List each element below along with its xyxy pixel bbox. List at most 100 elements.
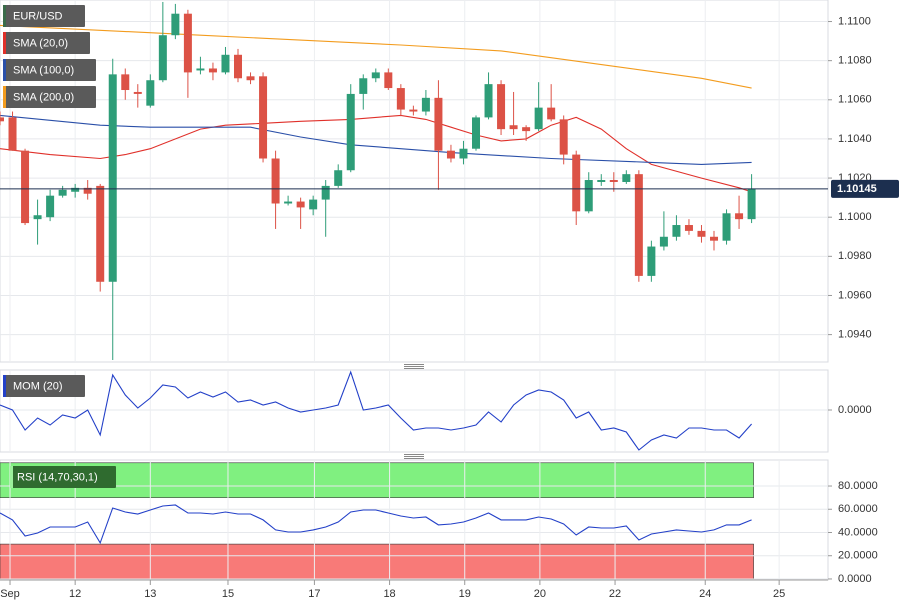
x-tick-label: 19	[459, 588, 471, 600]
y-tick-label: 20.0000	[838, 550, 878, 562]
panel-grip[interactable]	[404, 454, 424, 459]
candle-body	[434, 97, 443, 151]
candle-body	[547, 107, 556, 120]
candle-body	[359, 78, 368, 94]
candle-body	[58, 189, 67, 196]
band	[0, 543, 754, 580]
y-tick-label: 1.1000	[838, 211, 872, 223]
candle-body	[472, 117, 481, 149]
candle-body	[0, 117, 4, 122]
candle-body	[83, 187, 92, 194]
candle-body	[634, 174, 643, 276]
candle-body	[321, 185, 330, 200]
legend-box	[10, 466, 116, 488]
candle-body	[710, 236, 719, 241]
candle-body	[672, 225, 681, 237]
candle-body	[183, 13, 192, 73]
candle-body	[622, 174, 631, 182]
line-series	[0, 370, 753, 451]
y-tick-label: 1.1060	[838, 94, 872, 106]
y-tick-label: 1.1040	[838, 133, 872, 145]
legend-swatch	[3, 32, 6, 54]
candle-body	[609, 180, 618, 182]
x-tick-label: 24	[699, 588, 711, 600]
legend-label: RSI (14,70,30,1)	[17, 471, 98, 483]
candle-body	[221, 54, 230, 73]
legend-label: MOM (20)	[13, 380, 63, 392]
legend-label: EUR/USD	[13, 10, 63, 22]
candle-body	[46, 195, 55, 218]
candle-body	[71, 187, 80, 192]
candle-body	[584, 180, 593, 212]
candle-body	[259, 76, 268, 159]
y-tick-label: 1.0960	[838, 289, 872, 301]
y-tick-label: 40.0000	[838, 526, 878, 538]
candle-body	[146, 80, 155, 106]
y-tick-label: 1.1080	[838, 55, 872, 67]
candle-body	[121, 74, 130, 91]
candle-body	[108, 74, 117, 282]
price-panel	[0, 0, 829, 363]
y-tick-label: 0.0000	[838, 573, 872, 585]
candle-body	[246, 76, 255, 81]
legend-label: SMA (100,0)	[13, 64, 74, 76]
candle-body	[208, 68, 217, 73]
x-tick-label: 25	[773, 588, 785, 600]
candle-body	[484, 84, 493, 118]
legend-swatch	[3, 5, 6, 27]
legend-swatch	[10, 466, 13, 488]
candle-body	[33, 215, 42, 220]
candle-body	[722, 213, 731, 241]
candle-body	[296, 201, 305, 208]
y-tick-label: 60.0000	[838, 503, 878, 515]
candle-body	[196, 68, 205, 71]
candle-body	[534, 107, 543, 130]
x-tick-label: Sep	[0, 588, 20, 600]
mom-panel	[0, 369, 829, 453]
band	[0, 462, 754, 498]
line-series	[0, 24, 752, 89]
y-tick-label: 1.0940	[838, 329, 872, 341]
legend-label: SMA (20,0)	[13, 37, 68, 49]
candle-body	[559, 119, 568, 155]
candle-body	[459, 148, 468, 159]
x-tick-label: 15	[222, 588, 234, 600]
candle-body	[21, 150, 30, 224]
candle-body	[8, 117, 17, 151]
x-tick-label: 17	[308, 588, 320, 600]
candle-body	[158, 35, 167, 81]
candle-body	[96, 185, 105, 282]
candle-body	[572, 154, 581, 212]
panel-grip[interactable]	[404, 364, 424, 369]
legend-swatch	[3, 86, 6, 108]
legend-box	[3, 59, 96, 81]
y-tick-label: 1.1100	[838, 15, 871, 27]
candle-body	[284, 201, 293, 204]
x-tick-label: 20	[534, 588, 546, 600]
legend-box	[3, 375, 85, 397]
candle-body	[346, 93, 355, 171]
candle-body	[659, 236, 668, 247]
candle-body	[371, 72, 380, 79]
last-price-label: 1.10145	[837, 183, 877, 195]
candle-body	[597, 180, 606, 182]
candle-body	[747, 188, 756, 220]
candle-body	[697, 230, 706, 237]
candle-body	[522, 127, 531, 132]
candle-body	[509, 125, 518, 130]
candle-body	[647, 246, 656, 276]
candle-body	[735, 213, 744, 220]
candle-body	[409, 109, 418, 112]
legend-box	[3, 32, 90, 54]
candle-body	[133, 91, 142, 94]
candle-body	[271, 158, 280, 204]
y-tick-label: 0.0000	[838, 404, 872, 416]
candle-body	[421, 97, 430, 112]
legend-box	[3, 86, 96, 108]
x-tick-label: 13	[144, 588, 156, 600]
x-tick-label: 22	[609, 588, 621, 600]
candle-body	[334, 170, 343, 186]
y-tick-label: 80.0000	[838, 480, 878, 492]
